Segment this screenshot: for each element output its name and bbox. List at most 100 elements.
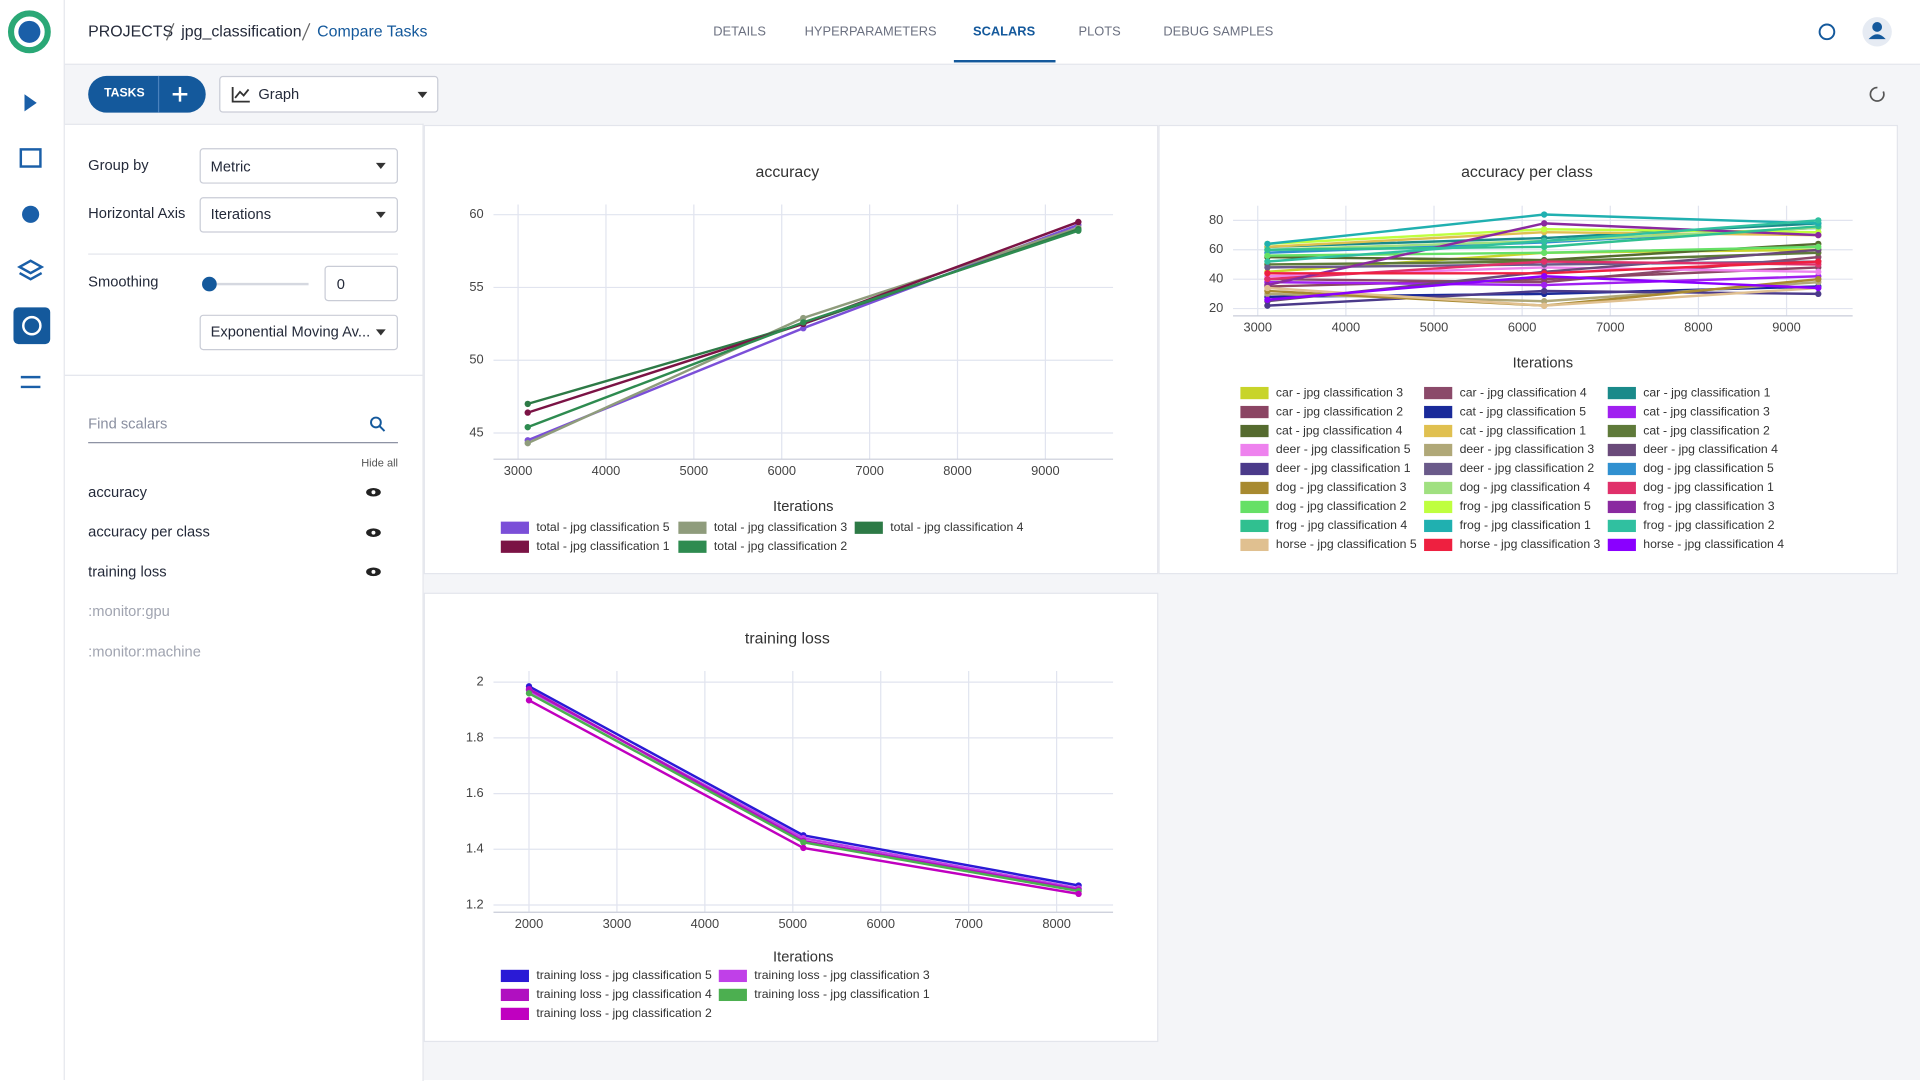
legend-label: cat - jpg classification 3 — [1643, 404, 1770, 418]
legend-label: car - jpg classification 4 — [1460, 385, 1587, 399]
legend-label: training loss - jpg classification 1 — [754, 987, 930, 1001]
legend-swatch — [1240, 463, 1268, 475]
legend-label: dog - jpg classification 5 — [1643, 461, 1774, 475]
x-tick-label: 5000 — [680, 463, 709, 478]
y-tick-label: 1.4 — [466, 841, 484, 856]
legend-label: dog - jpg classification 1 — [1643, 480, 1774, 494]
legend-swatch — [855, 522, 883, 534]
legend-swatch — [1424, 406, 1452, 418]
legend-swatch — [501, 989, 529, 1001]
point — [1815, 276, 1821, 282]
legend-swatch — [1424, 539, 1452, 551]
chart-title: accuracy per class — [1461, 164, 1593, 181]
point — [1541, 273, 1547, 279]
x-tick-label: 3000 — [1243, 320, 1272, 335]
legend-label: dog - jpg classification 4 — [1460, 480, 1591, 494]
y-tick-label: 1.8 — [466, 729, 484, 744]
legend-swatch — [1240, 444, 1268, 456]
legend-swatch — [1424, 387, 1452, 399]
point — [1075, 891, 1081, 897]
point — [1264, 302, 1270, 308]
point — [1264, 241, 1270, 247]
legend-label: cat - jpg classification 4 — [1276, 423, 1403, 437]
legend-swatch — [1608, 444, 1636, 456]
point — [1264, 270, 1270, 276]
legend-label: horse - jpg classification 3 — [1460, 537, 1601, 551]
y-tick-label: 1.2 — [466, 896, 484, 911]
y-tick-label: 80 — [1209, 212, 1223, 227]
legend-label: deer - jpg classification 1 — [1276, 461, 1411, 475]
legend-swatch — [1608, 539, 1636, 551]
legend-swatch — [501, 522, 529, 534]
legend-label: dog - jpg classification 3 — [1276, 480, 1407, 494]
chart-title: training loss — [745, 630, 830, 647]
point — [1264, 297, 1270, 303]
legend-label: horse - jpg classification 4 — [1643, 537, 1784, 551]
legend-label: deer - jpg classification 4 — [1643, 442, 1778, 456]
point — [1815, 244, 1821, 250]
point — [1815, 258, 1821, 264]
legend-label: car - jpg classification 2 — [1276, 404, 1403, 418]
point — [1541, 282, 1547, 288]
x-tick-label: 2000 — [515, 916, 544, 931]
x-axis-title: Iterations — [773, 949, 833, 965]
legend-label: frog - jpg classification 1 — [1460, 518, 1591, 532]
point — [1264, 258, 1270, 264]
x-tick-label: 7000 — [954, 916, 983, 931]
point — [1815, 285, 1821, 291]
x-tick-label: 8000 — [943, 463, 972, 478]
point — [1815, 269, 1821, 275]
point — [1541, 220, 1547, 226]
y-tick-label: 50 — [469, 352, 483, 367]
point — [525, 424, 531, 430]
legend-swatch — [1608, 425, 1636, 437]
x-tick-label: 8000 — [1684, 320, 1713, 335]
x-tick-label: 3000 — [603, 916, 632, 931]
series-line — [529, 700, 1079, 894]
legend-label: frog - jpg classification 2 — [1643, 518, 1774, 532]
point — [525, 440, 531, 446]
legend-label: dog - jpg classification 2 — [1276, 499, 1407, 513]
point — [1541, 288, 1547, 294]
legend-swatch — [678, 522, 706, 534]
legend-label: total - jpg classification 1 — [536, 539, 669, 553]
point — [1541, 250, 1547, 256]
legend-swatch — [1240, 520, 1268, 532]
legend-swatch — [678, 541, 706, 553]
point — [1541, 226, 1547, 232]
legend-label: car - jpg classification 1 — [1643, 385, 1770, 399]
legend-swatch — [1608, 463, 1636, 475]
point — [800, 319, 806, 325]
x-tick-label: 4000 — [691, 916, 720, 931]
point — [1541, 238, 1547, 244]
legend-swatch — [1240, 406, 1268, 418]
legend-label: total - jpg classification 4 — [890, 520, 1023, 534]
legend-swatch — [1608, 482, 1636, 494]
point — [1541, 258, 1547, 264]
legend-swatch — [501, 970, 529, 982]
point — [1264, 264, 1270, 270]
point — [526, 697, 532, 703]
legend-swatch — [1240, 501, 1268, 513]
legend-label: total - jpg classification 3 — [714, 520, 847, 534]
point — [525, 401, 531, 407]
legend-label: car - jpg classification 3 — [1276, 385, 1403, 399]
point — [525, 409, 531, 415]
x-tick-label: 3000 — [504, 463, 533, 478]
point — [1541, 244, 1547, 250]
legend-swatch — [1424, 501, 1452, 513]
point — [1541, 211, 1547, 217]
legend-swatch — [1424, 520, 1452, 532]
legend-label: cat - jpg classification 2 — [1643, 423, 1770, 437]
x-tick-label: 4000 — [592, 463, 621, 478]
legend-swatch — [1240, 387, 1268, 399]
x-tick-label: 7000 — [855, 463, 884, 478]
x-tick-label: 5000 — [1420, 320, 1449, 335]
point — [1075, 228, 1081, 234]
x-tick-label: 9000 — [1031, 463, 1060, 478]
legend-swatch — [719, 989, 747, 1001]
point — [1815, 232, 1821, 238]
legend-label: cat - jpg classification 5 — [1460, 404, 1587, 418]
